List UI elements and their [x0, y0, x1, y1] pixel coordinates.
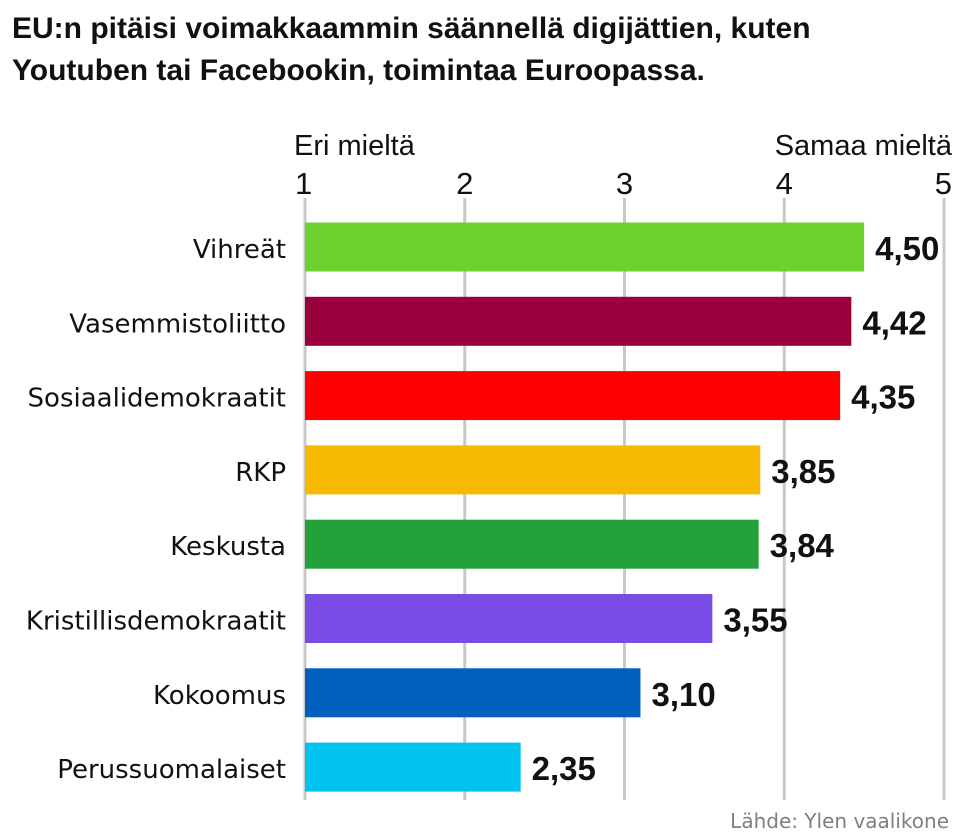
- bar: [305, 668, 641, 718]
- chart-title: EU:n pitäisi voimakkaammin säännellä dig…: [12, 12, 811, 87]
- category-label: Perussuomalaiset: [57, 755, 286, 785]
- value-label: 3,84: [770, 527, 835, 564]
- bar: [305, 594, 713, 643]
- x-tick-label: 2: [456, 166, 473, 201]
- bar: [305, 445, 761, 495]
- bar: [305, 371, 841, 421]
- scale-left-label: Eri mieltä: [294, 130, 416, 162]
- value-label: 4,50: [875, 230, 939, 267]
- x-tick-label: 5: [935, 166, 952, 201]
- bar: [305, 296, 852, 346]
- value-label: 3,55: [723, 602, 787, 639]
- x-tick-label: 3: [616, 166, 633, 201]
- value-label: 3,10: [651, 676, 715, 713]
- source-note: Lähde: Ylen vaalikone: [730, 809, 949, 833]
- value-label: 4,42: [862, 304, 926, 341]
- category-label: Vasemmistoliitto: [69, 309, 286, 339]
- x-tick-label: 1: [295, 166, 312, 201]
- bar: [305, 742, 521, 792]
- scale-right-label: Samaa mieltä: [775, 130, 953, 162]
- value-label: 3,85: [771, 453, 835, 490]
- value-label: 2,35: [532, 750, 596, 787]
- category-label: Vihreät: [193, 235, 286, 265]
- category-label: Kokoomus: [153, 681, 286, 711]
- category-label: RKP: [235, 458, 286, 488]
- category-label: Sosiaalidemokraatit: [28, 384, 286, 414]
- x-tick-label: 4: [776, 166, 793, 201]
- category-label: Kristillisdemokraatit: [26, 607, 286, 637]
- bar: [305, 222, 865, 272]
- value-label: 4,35: [851, 379, 915, 416]
- bar: [305, 519, 759, 569]
- category-label: Keskusta: [170, 532, 286, 562]
